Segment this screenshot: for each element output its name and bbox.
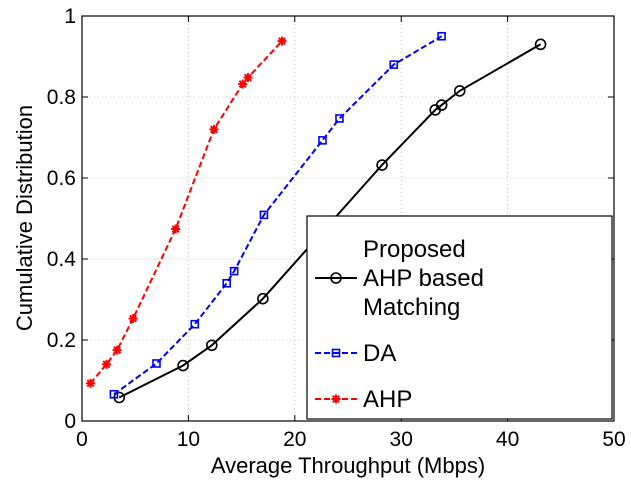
data-point <box>437 31 446 41</box>
data-point <box>109 389 119 399</box>
asterisk-stroke <box>129 314 138 323</box>
y-axis-title: Cumulative Distribution <box>12 105 37 331</box>
legend-label: Proposed <box>363 236 466 263</box>
y-tick-label: 0.4 <box>47 248 77 271</box>
data-point <box>128 314 138 324</box>
x-tick-label: 30 <box>390 428 413 451</box>
x-tick-label: 0 <box>76 428 88 451</box>
data-point <box>335 114 344 123</box>
asterisk-stroke <box>278 37 286 46</box>
data-point <box>243 73 253 83</box>
data-point <box>86 378 96 388</box>
legend-swatch-marker <box>331 394 341 404</box>
asterisk-stroke <box>102 360 111 369</box>
data-point <box>259 210 269 220</box>
y-tick-label: 0.2 <box>47 329 76 352</box>
asterisk-stroke <box>209 125 218 134</box>
data-point <box>257 292 269 305</box>
series-line <box>118 43 542 399</box>
x-tick-label: 20 <box>283 428 306 451</box>
asterisk-stroke <box>238 80 247 88</box>
series-layer <box>86 31 547 404</box>
data-point <box>435 99 448 111</box>
data-point <box>152 359 161 368</box>
data-point <box>209 124 219 134</box>
data-point <box>190 319 200 329</box>
legend-label: AHP <box>363 386 412 413</box>
data-point <box>177 359 189 372</box>
series-0 <box>113 38 547 404</box>
x-tick-label: 40 <box>496 428 519 451</box>
legend-label: DA <box>363 340 396 367</box>
data-point <box>171 224 181 234</box>
data-point <box>206 339 218 352</box>
data-point <box>238 79 248 89</box>
legend-swatch-marker <box>331 348 341 358</box>
data-point <box>534 38 547 51</box>
axis-ticks: 0 10 20 30 40 50 0 0.2 0.4 0.6 0.8 1 <box>47 5 626 451</box>
data-point <box>112 345 122 355</box>
series-line <box>113 35 443 396</box>
asterisk-stroke <box>113 346 122 355</box>
y-tick-label: 0.6 <box>47 167 76 190</box>
data-point <box>453 85 466 97</box>
x-tick-label: 50 <box>602 428 625 451</box>
asterisk-stroke <box>244 73 252 82</box>
data-point <box>222 278 232 288</box>
data-point <box>318 136 327 145</box>
asterisk-stroke <box>332 395 340 403</box>
data-point <box>229 266 239 276</box>
asterisk-stroke <box>86 379 95 388</box>
legend-label: AHP based <box>363 265 484 292</box>
legend-box <box>306 215 613 420</box>
data-point <box>376 159 388 171</box>
x-tick-label: 10 <box>177 428 200 451</box>
asterisk-stroke <box>171 225 180 233</box>
plot-frame <box>81 15 615 422</box>
data-point <box>389 60 399 69</box>
grid-lines <box>82 16 614 421</box>
y-tick-label: 0.8 <box>47 86 76 109</box>
series-2 <box>86 36 287 388</box>
y-tick-label: 1 <box>64 5 76 28</box>
x-axis-title: Average Throughput (Mbps) <box>211 453 485 478</box>
legend-label: Matching <box>363 294 460 321</box>
series-1 <box>109 31 446 399</box>
data-point <box>101 359 111 369</box>
legend-swatch-marker <box>330 272 342 284</box>
y-tick-label: 0 <box>64 410 76 433</box>
data-point <box>277 36 287 46</box>
